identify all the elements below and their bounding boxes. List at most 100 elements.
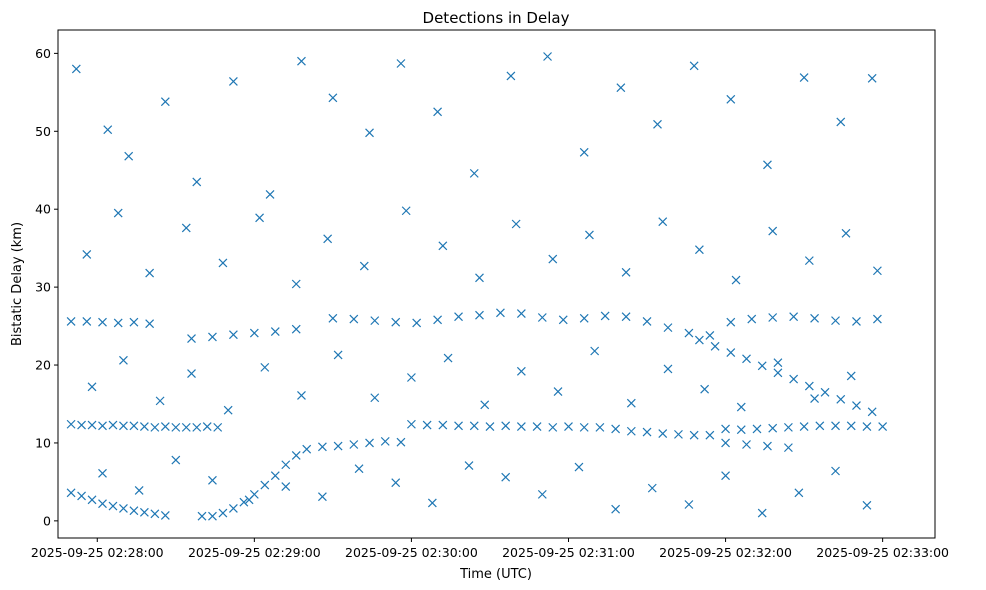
x-tick-label: 2025-09-25 02:31:00 [502, 545, 635, 560]
x-tick-label: 2025-09-25 02:33:00 [816, 545, 949, 560]
data-point [773, 358, 783, 368]
x-tick-label: 2025-09-25 02:29:00 [188, 545, 321, 560]
data-point [516, 422, 526, 432]
data-point [422, 420, 432, 430]
data-point [82, 249, 92, 259]
data-point [736, 425, 746, 435]
x-tick-label: 2025-09-25 02:28:00 [31, 545, 164, 560]
data-point [757, 361, 767, 371]
data-point [579, 422, 589, 432]
data-point [548, 254, 558, 264]
data-point [726, 94, 736, 104]
data-point [742, 440, 751, 449]
data-point [108, 501, 118, 511]
data-point [867, 407, 877, 417]
data-point [412, 318, 422, 328]
data-point [391, 317, 401, 327]
data-point [443, 353, 453, 363]
data-point [391, 478, 401, 488]
data-point [564, 422, 573, 432]
data-point [726, 317, 736, 327]
data-point [810, 394, 820, 403]
data-point [464, 461, 474, 470]
x-axis-label: Time (UTC) [459, 567, 532, 582]
data-point [710, 341, 720, 351]
data-point [208, 475, 217, 485]
data-point [694, 245, 704, 255]
data-point [150, 422, 160, 432]
data-point [621, 267, 631, 277]
y-tick-label: 50 [35, 124, 51, 139]
y-tick-label: 10 [35, 435, 51, 450]
data-point [281, 460, 291, 470]
data-point [66, 316, 76, 326]
data-point [831, 466, 840, 476]
data-point [181, 223, 191, 233]
y-tick-label: 30 [35, 280, 51, 295]
data-point [129, 317, 139, 327]
data-point [433, 107, 443, 117]
data-point [789, 374, 799, 384]
data-point [103, 125, 113, 135]
data-point [658, 429, 668, 439]
data-point [218, 508, 228, 518]
data-point [768, 226, 778, 236]
data-point [98, 499, 107, 509]
data-point [433, 315, 443, 325]
data-point [129, 421, 139, 431]
data-point [197, 511, 207, 521]
data-point [799, 73, 809, 82]
data-point [427, 498, 437, 508]
marker-layer [66, 52, 888, 521]
data-point [187, 369, 196, 379]
y-tick-label: 60 [35, 46, 51, 61]
data-point [181, 422, 191, 432]
data-point [532, 422, 542, 432]
data-point [406, 373, 416, 382]
data-point [469, 168, 479, 178]
data-point [255, 213, 265, 223]
y-tick-label: 40 [35, 202, 51, 217]
data-point [501, 472, 511, 482]
data-point [621, 312, 631, 322]
x-tick-label: 2025-09-25 02:32:00 [659, 545, 792, 560]
data-point [349, 314, 359, 324]
data-point [846, 371, 856, 381]
data-point [804, 381, 814, 391]
data-point [380, 436, 390, 446]
data-point [328, 313, 338, 323]
data-point [862, 422, 872, 432]
data-point [543, 52, 552, 61]
data-point [134, 486, 144, 495]
data-point [558, 315, 568, 325]
data-point [867, 73, 877, 83]
data-point [187, 334, 196, 343]
data-point [265, 189, 275, 199]
data-point [611, 424, 621, 434]
data-point [689, 430, 699, 440]
data-point [66, 488, 76, 498]
data-point [836, 394, 846, 404]
data-point [799, 422, 809, 432]
data-point [213, 422, 223, 432]
data-point [396, 437, 406, 447]
data-point [139, 507, 149, 517]
data-point [768, 313, 778, 322]
data-point [82, 316, 92, 326]
data-point [768, 423, 778, 433]
data-point [302, 444, 312, 454]
data-point [87, 495, 97, 505]
data-point [747, 314, 757, 324]
data-point [370, 316, 380, 326]
data-point [192, 177, 202, 187]
data-point [139, 422, 149, 432]
data-point [228, 330, 238, 340]
data-point [852, 401, 861, 410]
data-point [160, 97, 170, 107]
data-point [742, 354, 751, 364]
data-point [721, 471, 730, 481]
data-point [260, 480, 270, 490]
data-point [454, 312, 463, 322]
data-point [260, 362, 270, 372]
